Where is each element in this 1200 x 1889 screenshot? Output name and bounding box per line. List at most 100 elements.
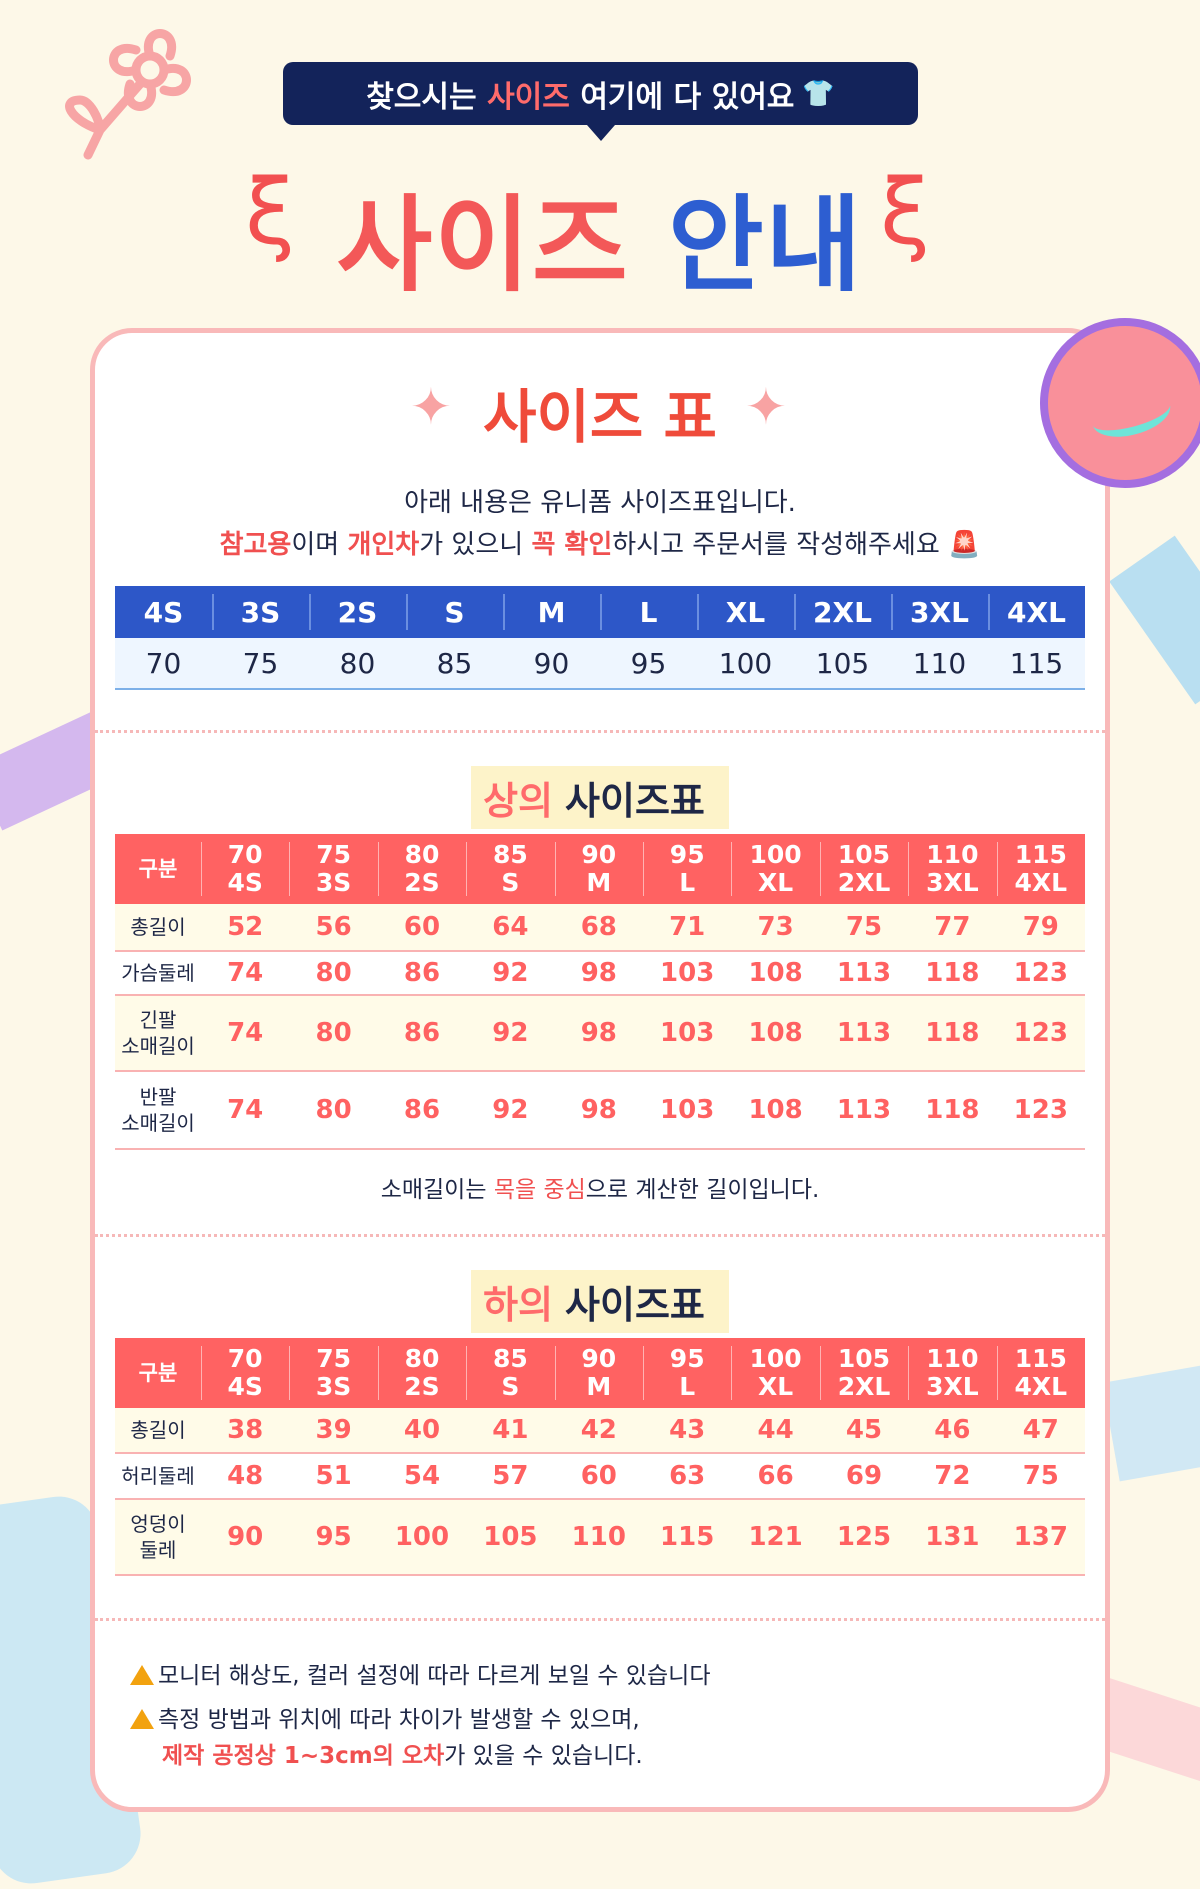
table-cell: 108 (731, 1072, 820, 1150)
table-cell: 110 (554, 1500, 643, 1576)
divider (95, 730, 1105, 733)
table-cell: 75 (819, 904, 909, 952)
header-banner: 찾으시는 사이즈 여기에 다 있어요 👕 (283, 62, 918, 141)
table-cell: 79 (996, 904, 1085, 952)
table-cell: 118 (908, 996, 997, 1072)
size-label: 3S (212, 586, 309, 638)
warning-icon (130, 1709, 154, 1729)
table-cell: 60 (554, 1454, 643, 1500)
table-cell: 113 (819, 1072, 909, 1150)
column-header: 100 XL (731, 1338, 820, 1408)
table-cell: 73 (731, 904, 820, 952)
bottom-size-table: 구분 70 4S 75 3S 80 2S 85 S 90 M 95 L 100 XL 105 2XL 110 3XL… (115, 1338, 1085, 1576)
column-header: 95 L (643, 834, 732, 904)
table-cell: 118 (908, 1072, 997, 1150)
table-cell: 57 (466, 1454, 555, 1500)
table-cell: 108 (731, 952, 820, 996)
column-number: 95 (669, 840, 705, 869)
bottom-section-title: 하의 사이즈표 (0, 1270, 1200, 1333)
column-number: 110 (926, 840, 979, 869)
table-cell: 45 (819, 1408, 909, 1454)
column-number: 100 (749, 840, 802, 869)
divider (95, 1618, 1105, 1621)
table-cell: 123 (996, 952, 1085, 996)
table-cell: 100 (377, 1500, 467, 1576)
column-header-text: 100 XL (750, 841, 802, 897)
size-label: 4S (115, 586, 212, 638)
column-number: 80 (404, 840, 440, 869)
column-size: S (501, 1372, 520, 1401)
column-header: 105 2XL (819, 1338, 909, 1408)
column-header: 70 4S (201, 1338, 290, 1408)
size-label: 3XL (891, 586, 988, 638)
column-header: 105 2XL (819, 834, 909, 904)
column-header: 110 3XL (908, 834, 997, 904)
header-label: 구분 (115, 1338, 201, 1408)
column-number: 110 (926, 1344, 979, 1373)
table-cell: 75 (996, 1454, 1085, 1500)
column-size: M (586, 1372, 612, 1401)
column-size: 3XL (926, 1372, 979, 1401)
table-cell: 113 (819, 952, 909, 996)
table-cell: 44 (731, 1408, 820, 1454)
table-cell: 63 (643, 1454, 732, 1500)
size-label: M (503, 586, 600, 638)
siren-icon: 🚨 (948, 530, 981, 560)
size-label: XL (697, 586, 794, 638)
column-header-text: 70 4S (227, 1345, 262, 1401)
column-size: M (586, 868, 612, 897)
table-cell: 137 (996, 1500, 1085, 1576)
row-label: 가슴둘레 (115, 952, 201, 996)
table-cell: 103 (643, 996, 732, 1072)
column-number: 115 (1014, 1344, 1067, 1373)
warning-icon (130, 1665, 154, 1685)
size-label: S (406, 586, 503, 638)
column-size: L (679, 1372, 696, 1401)
column-header-text: 105 2XL (838, 1345, 891, 1401)
column-header: 110 3XL (908, 1338, 997, 1408)
size-value: 80 (309, 638, 406, 690)
column-header-text: 80 2S (404, 1345, 439, 1401)
column-number: 105 (837, 1344, 891, 1373)
table-cell: 80 (289, 1072, 378, 1150)
card-title: 사이즈 표 (483, 383, 717, 451)
table-cell: 46 (908, 1408, 997, 1454)
column-header: 90 M (554, 1338, 643, 1408)
sleeve-note: 소매길이는 목을 중심으로 계산한 길이입니다. (380, 1177, 820, 1203)
table-cell: 90 (201, 1500, 290, 1576)
column-size: 2S (404, 1372, 440, 1401)
table-cell: 52 (201, 904, 290, 952)
size-value: 100 (697, 638, 794, 690)
column-header-text: 110 3XL (926, 1345, 979, 1401)
column-header-text: 115 4XL (1014, 1345, 1067, 1401)
column-size: L (679, 868, 696, 897)
table-cell: 118 (908, 952, 997, 996)
column-header: 90 M (554, 834, 643, 904)
column-header-text: 70 4S (227, 841, 262, 897)
column-size: 3XL (926, 868, 979, 897)
column-number: 75 (316, 1344, 351, 1373)
table-cell: 113 (819, 996, 909, 1072)
table-cell: 92 (466, 996, 555, 1072)
banner-text: 찾으시는 사이즈 여기에 다 있어요 (366, 79, 795, 115)
table-cell: 92 (466, 1072, 555, 1150)
size-value: 105 (794, 638, 891, 690)
table-cell: 98 (554, 996, 643, 1072)
table-cell: 66 (731, 1454, 820, 1500)
column-number: 115 (1014, 840, 1067, 869)
column-number: 85 (492, 1344, 528, 1373)
table-cell: 74 (201, 1072, 290, 1150)
column-header: 75 3S (289, 1338, 378, 1408)
row-label: 총길이 (115, 1408, 201, 1454)
table-cell: 74 (201, 952, 290, 996)
table-cell: 103 (643, 952, 732, 996)
table-cell: 47 (996, 1408, 1085, 1454)
column-size: 4XL (1014, 1372, 1068, 1401)
table-cell: 108 (731, 996, 820, 1072)
column-size: 4S (227, 1372, 263, 1401)
column-header: 85 S (466, 834, 555, 904)
row-label: 허리둘레 (115, 1454, 201, 1500)
table-cell: 95 (289, 1500, 378, 1576)
column-header: 85 S (466, 1338, 555, 1408)
table-cell: 48 (201, 1454, 290, 1500)
